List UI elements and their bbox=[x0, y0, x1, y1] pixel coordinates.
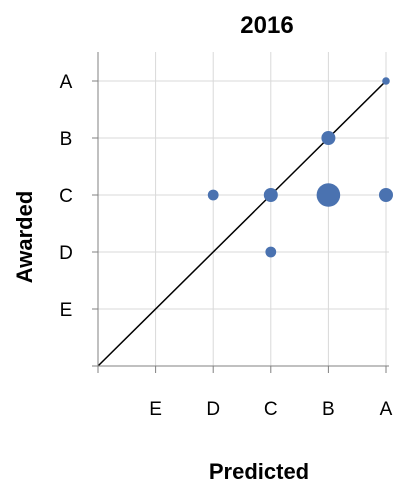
x-tick-label: C bbox=[264, 399, 278, 420]
y-tick-label: E bbox=[60, 300, 73, 321]
data-points bbox=[207, 77, 393, 258]
data-point bbox=[265, 246, 277, 258]
grid bbox=[98, 52, 389, 366]
y-tick-label: A bbox=[60, 72, 73, 93]
data-point bbox=[382, 77, 390, 85]
data-point bbox=[321, 131, 336, 145]
chart-title: 2016 bbox=[240, 12, 293, 39]
y-tick-label: D bbox=[59, 243, 73, 264]
y-tick-label: C bbox=[59, 186, 73, 207]
data-point bbox=[379, 188, 393, 202]
x-tick-label: B bbox=[322, 399, 335, 420]
data-point bbox=[316, 183, 341, 207]
data-point bbox=[263, 188, 278, 202]
x-axis-title: Predicted bbox=[209, 459, 309, 484]
y-tick-label: B bbox=[60, 129, 73, 150]
axes bbox=[92, 52, 389, 373]
x-tick-label: D bbox=[206, 399, 220, 420]
diagonal-reference-line bbox=[97, 80, 387, 367]
y-axis-title: Awarded bbox=[12, 191, 37, 284]
y-tick-labels: A B C D E bbox=[59, 72, 73, 321]
x-tick-label: E bbox=[149, 399, 162, 420]
data-point bbox=[207, 189, 219, 201]
x-tick-label: A bbox=[380, 399, 393, 420]
